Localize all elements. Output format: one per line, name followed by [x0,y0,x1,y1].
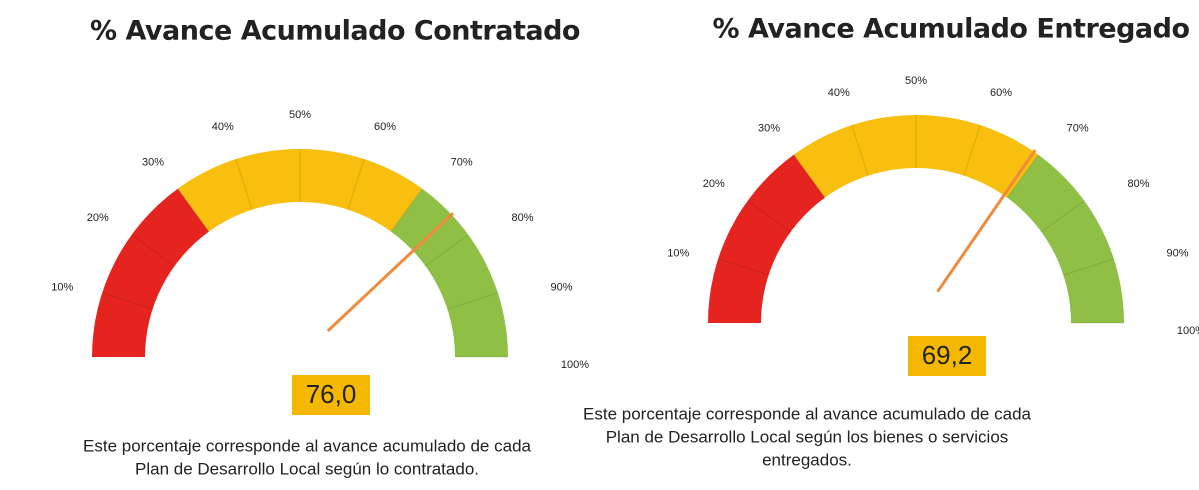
tick-label: 50% [289,109,311,121]
tick-mark [963,125,981,176]
chart-title: % Avance Acumulado Contratado [90,16,580,47]
tick-label: 10% [51,282,73,294]
chart-title: % Avance Acumulado Entregado [713,14,1190,45]
caption: Este porcentaje corresponde al avance ac… [83,436,532,455]
tick-mark [347,159,365,210]
tick-label: 40% [828,87,850,99]
tick-mark [390,188,423,232]
tick-label: 80% [511,212,533,224]
tick-label: 100% [1177,325,1199,337]
tick-mark [425,234,469,267]
tick-label: 50% [905,75,927,87]
gauge-band [708,154,825,323]
tick-label: 80% [1127,178,1149,190]
tick-mark [235,159,253,210]
value-label: 69,2 [922,340,973,370]
tick-mark [793,154,826,198]
caption: Este porcentaje corresponde al avance ac… [583,404,1032,423]
tick-label: 100% [561,359,589,371]
tick-label: 10% [667,248,689,260]
caption: entregados. [762,450,852,469]
needle [936,149,1037,293]
tick-label: 90% [1167,248,1189,260]
tick-mark [102,292,153,310]
needle [326,212,455,333]
tick-mark [851,125,869,176]
gauge-band [1007,154,1124,323]
tick-mark [177,188,210,232]
tick-mark [1063,258,1114,276]
tick-mark [718,258,769,276]
tick-label: 30% [758,123,780,135]
tick-label: 70% [451,157,473,169]
tick-mark [447,292,498,310]
tick-mark [1006,154,1039,198]
caption: Plan de Desarrollo Local según lo contra… [135,459,479,478]
gauge-band [177,149,423,232]
tick-label: 20% [703,178,725,190]
tick-label: 60% [374,121,396,133]
tick-mark [131,234,175,267]
caption: Plan de Desarrollo Local según los biene… [606,427,1009,446]
gauge-band [92,188,209,357]
gauge-band [391,188,508,357]
tick-label: 90% [551,282,573,294]
tick-mark [747,200,791,233]
tick-label: 40% [212,121,234,133]
tick-label: 70% [1067,123,1089,135]
tick-label: 60% [990,87,1012,99]
tick-label: 20% [87,212,109,224]
gauge-band [793,115,1039,198]
tick-label: 30% [142,157,164,169]
value-box [908,336,986,376]
tick-mark [1041,200,1085,233]
value-label: 76,0 [306,379,357,409]
value-box [292,375,370,415]
